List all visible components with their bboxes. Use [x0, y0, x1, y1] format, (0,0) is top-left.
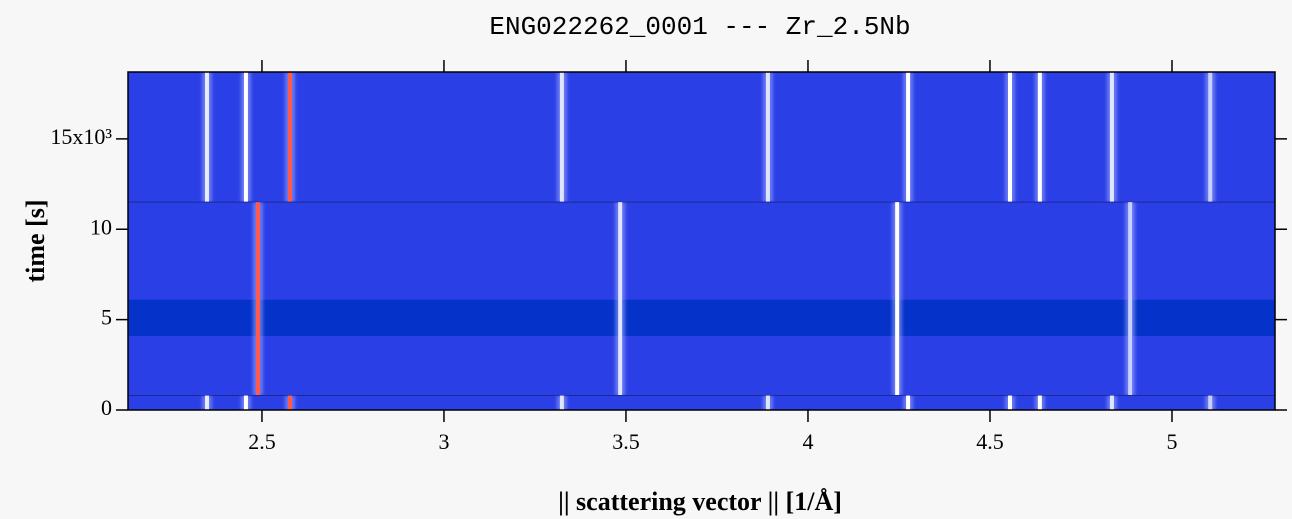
peak	[284, 395, 295, 410]
x-tick-label: 4.5	[976, 429, 1004, 454]
peak	[1205, 72, 1216, 203]
peak-core	[559, 72, 564, 203]
peak	[1125, 202, 1136, 396]
peak	[1205, 395, 1216, 410]
peak-core	[765, 72, 770, 203]
peak-core	[895, 202, 900, 396]
peak	[240, 395, 251, 410]
peak	[252, 202, 263, 396]
peak	[903, 72, 914, 203]
peak	[762, 395, 773, 410]
peak-core	[243, 395, 248, 410]
peak-core	[1037, 72, 1042, 203]
peak-core	[906, 72, 911, 203]
peak-core	[287, 72, 292, 203]
peak	[892, 202, 903, 396]
peak-core	[287, 395, 292, 410]
peak	[1106, 395, 1117, 410]
x-tick-label: 2.5	[248, 429, 276, 454]
y-tick-label: 15x10³	[50, 124, 112, 149]
peak	[556, 72, 567, 203]
x-tick-label: 3.5	[612, 429, 640, 454]
peak-core	[906, 395, 911, 410]
peak	[762, 72, 773, 203]
x-axis-label: || scattering vector || [1/Å]	[558, 487, 842, 516]
chart-title: ENG022262_0001 --- Zr_2.5Nb	[489, 12, 910, 42]
peak-core	[1109, 72, 1114, 203]
peak	[615, 202, 626, 396]
peak	[284, 72, 295, 203]
x-tick-label: 5	[1166, 429, 1177, 454]
peak-core	[1037, 395, 1042, 410]
peak-core	[765, 395, 770, 410]
peak	[1034, 395, 1045, 410]
peak	[1034, 72, 1045, 203]
peak-core	[1109, 395, 1114, 410]
peak-core	[243, 72, 248, 203]
y-tick-label: 5	[101, 305, 112, 330]
peak	[903, 395, 914, 410]
peak	[556, 395, 567, 410]
y-tick-label: 0	[101, 395, 112, 420]
peak-core	[1007, 72, 1012, 203]
x-tick-label: 4	[802, 429, 813, 454]
peak-core	[559, 395, 564, 410]
data-gap	[128, 299, 1275, 336]
peak	[201, 72, 212, 203]
peak-core	[1128, 202, 1133, 396]
peak-core	[618, 202, 623, 396]
heatmap-background	[128, 72, 1275, 410]
peak	[240, 72, 251, 203]
x-tick-label: 3	[438, 429, 449, 454]
peak	[1004, 395, 1015, 410]
peak-core	[1208, 395, 1213, 410]
peak-core	[1208, 72, 1213, 203]
peak-core	[1007, 395, 1012, 410]
peak-core	[204, 395, 209, 410]
peak	[201, 395, 212, 410]
y-axis-label: time [s]	[21, 199, 50, 282]
plot-frame	[127, 71, 1276, 411]
peak	[1004, 72, 1015, 203]
peak-core	[204, 72, 209, 203]
peak-core	[255, 202, 260, 396]
y-tick-label: 10	[90, 214, 112, 239]
peak	[1106, 72, 1117, 203]
